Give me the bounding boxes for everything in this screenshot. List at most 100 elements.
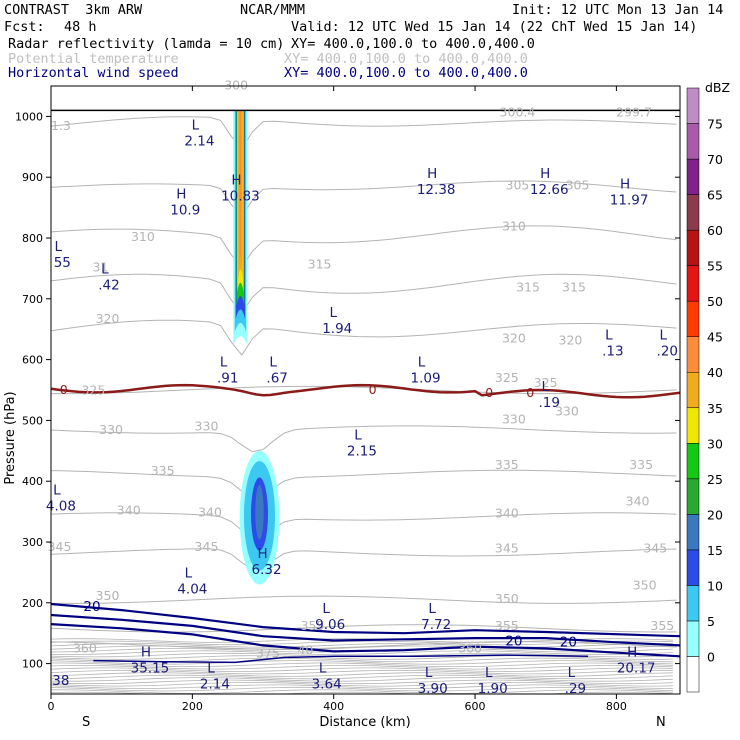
theta-label: 325 [495,370,519,385]
hl-value: 3.90 [418,681,448,697]
field-3-name: Horizontal wind speed [8,65,179,81]
hl-value: 4.04 [177,582,207,598]
theta-label: 315 [308,256,332,271]
theta-contour-310 [51,225,677,269]
hl-value: .91 [217,371,238,387]
hl-value: 55 [54,255,71,271]
colorbar-level-label: 55 [707,259,723,274]
hl-marker: L [660,327,668,343]
theta-label: 330 [555,404,579,419]
hl-marker: H [427,166,437,182]
theta-contour-320 [51,319,677,356]
theta-contour-350 [51,595,677,604]
hl-marker: L [53,482,61,498]
theta-label: 325 [81,382,105,397]
theta-contour-upper [51,643,673,648]
field-1-xy: XY= 400.0,100.0 to 400.0,400.0 [291,36,535,52]
freezing-label: 0 [526,385,534,400]
theta-contour-upper [51,686,673,692]
theta-label: 325 [534,375,558,390]
colorbar-level-label: 10 [707,578,723,593]
wind-label: 20 [505,633,522,649]
x-end-right: N [656,715,666,730]
hl-value: 38 [52,673,69,689]
theta-label: 340 [626,494,650,509]
theta-contour-340 [51,512,677,539]
theta-contour-upper [51,689,673,694]
hl-marker: L [220,355,228,371]
hl-value: 35.15 [131,661,170,677]
wind-label: 20 [560,635,577,651]
hl-value: 10.9 [170,202,200,218]
theta-label: 350 [96,588,120,603]
theta-contour-upper [51,684,673,689]
colorbar-swatch [686,87,700,124]
y-tick-label: 500 [22,414,43,427]
x-tick-label: 400 [323,700,344,713]
theta-contour-upper [51,691,673,694]
y-tick-label: 600 [22,354,43,367]
theta-label: 340 [117,503,141,518]
theta-label: 320 [502,331,526,346]
theta-label: 305 [566,177,590,192]
colorbar-swatch [686,123,700,160]
theta-contour-upper [51,674,673,680]
y-tick-label: 800 [22,232,43,245]
colorbar-swatch [686,229,700,266]
y-tick-label: 400 [22,475,43,488]
colorbar-swatch [686,336,700,373]
hl-marker: L [418,355,426,371]
hl-marker: L [485,665,493,681]
theta-label: 345 [48,539,72,554]
hl-value: 11.97 [610,193,649,209]
hl-marker: L [192,118,200,134]
wind-label: 20 [83,599,100,615]
theta-label: 299.7 [616,104,652,119]
colorbar-level-label: 30 [707,436,723,451]
theta-contour-335 [51,469,677,499]
hl-value: 9.06 [315,617,345,633]
valid-time: Valid: 12 UTC Wed 15 Jan 14 (22 ChT Wed … [291,19,698,35]
colorbar-level-label: 20 [707,507,723,522]
colorbar-level-label: 45 [707,330,723,345]
hl-marker: L [568,665,576,681]
plot-frame [50,85,681,695]
hl-value: 2.14 [184,134,214,150]
hl-marker: H [257,546,267,562]
theta-label: 350 [495,591,519,606]
theta-label: 305 [506,177,530,192]
colorbar-level-label: 40 [707,365,723,380]
theta-contour-upper [51,660,673,665]
theta-contour-upper [51,640,673,646]
init-time: Init: 12 UTC Mon 13 Jan 14 [512,2,724,18]
hl-marker: L [329,305,337,321]
theta-label: 330 [99,422,123,437]
theta-label: 350 [633,577,657,592]
x-end-left: S [82,715,90,730]
theta-contour-300 [51,116,677,150]
x-tick-label: 200 [182,700,203,713]
theta-contour-upper [51,664,673,670]
theta-label: 315 [516,280,540,295]
y-tick-label: 200 [22,597,43,610]
theta-label: 330 [502,411,526,426]
fcst-label: Fcst: [4,19,45,35]
theta-label: 320 [559,332,583,347]
field-2-name: Potential temperature [8,51,179,67]
hl-marker: L [425,665,433,681]
colorbar-swatch [686,443,700,480]
hl-value: 4.08 [46,498,76,514]
theta-label: 360 [73,641,97,656]
x-tick-label: 600 [465,700,486,713]
theta-label: 335 [629,457,653,472]
colorbar-swatch [686,371,700,409]
wind-contour-2 [51,602,680,638]
colorbar-level-label: 0 [707,649,715,664]
hl-marker: L [101,262,109,278]
theta-contour-upper [51,667,673,672]
y-tick-label: 900 [22,171,43,184]
hl-value: 1.09 [411,371,441,387]
colorbar-swatch [686,300,700,337]
x-tick-label: 800 [606,700,627,713]
